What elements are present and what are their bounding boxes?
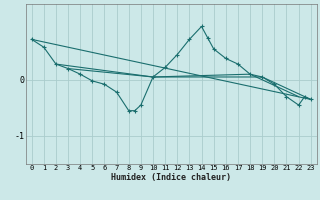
X-axis label: Humidex (Indice chaleur): Humidex (Indice chaleur) (111, 173, 231, 182)
